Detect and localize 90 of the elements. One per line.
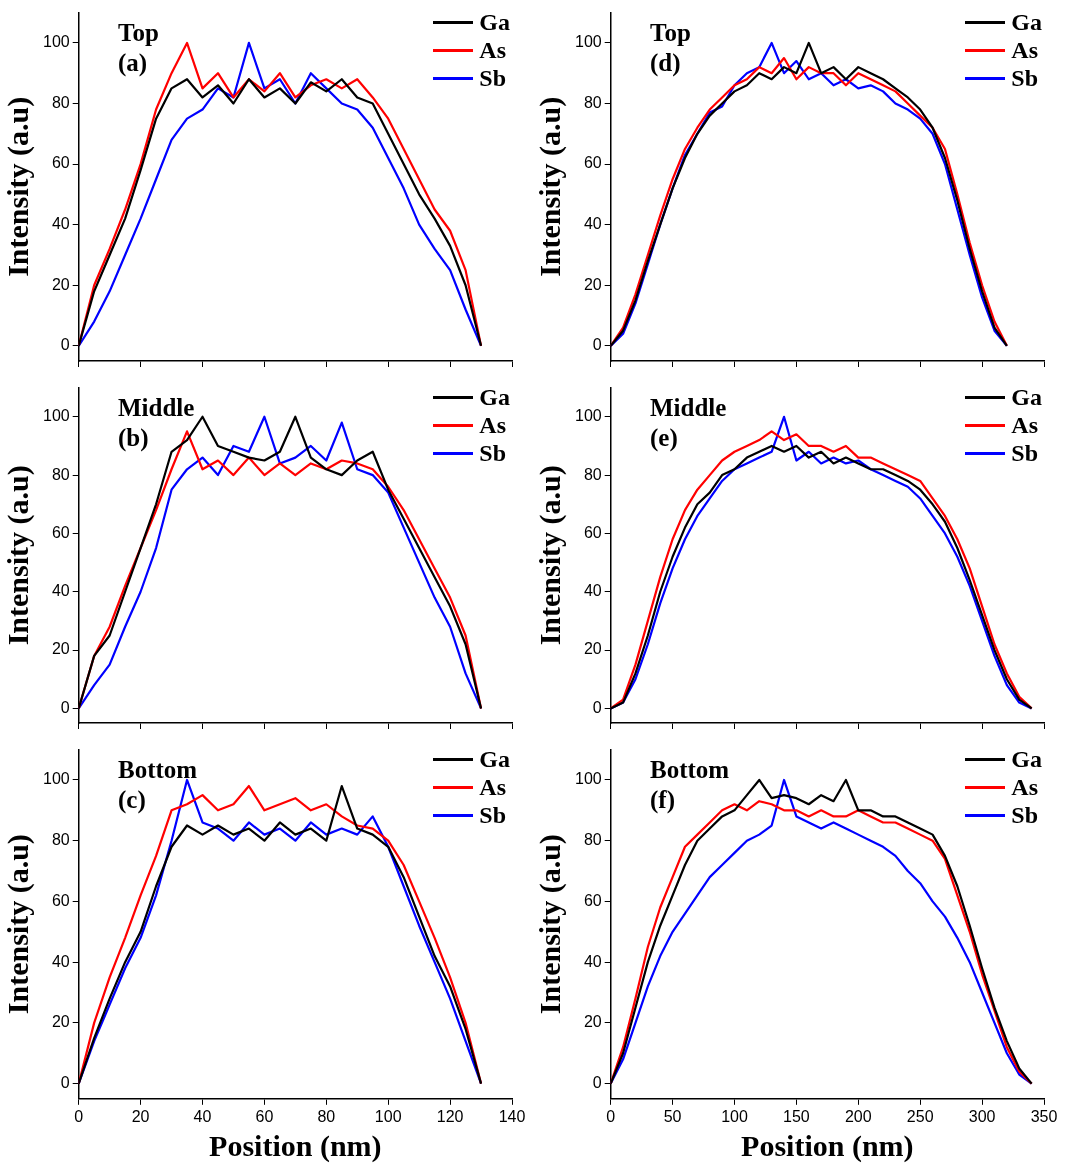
y-tick-label: 80 (583, 831, 602, 849)
y-tick-label: 60 (583, 154, 602, 172)
y-tick-label: 0 (60, 336, 70, 354)
x-tick-label: 0 (606, 1107, 616, 1125)
annotation: (e) (650, 423, 679, 453)
y-tick-label: 20 (583, 640, 602, 658)
x-tick-label: 150 (783, 1107, 810, 1125)
y-tick-label: 60 (583, 523, 602, 541)
y-tick-label: 100 (42, 407, 70, 425)
y-tick-label: 20 (583, 1013, 602, 1031)
annotation: (f) (650, 785, 676, 815)
x-tick-label: 120 (436, 1107, 464, 1125)
y-tick-label: 40 (51, 952, 70, 970)
legend-label: Sb (479, 64, 507, 92)
y-tick-label: 60 (51, 154, 70, 172)
x-tick-label: 40 (193, 1107, 212, 1125)
y-axis-title: Intensity (a.u) (0, 465, 35, 646)
y-tick-label: 40 (583, 952, 602, 970)
annotation: Middle (650, 393, 727, 423)
y-tick-label: 60 (51, 891, 70, 909)
y-tick-label: 0 (592, 698, 602, 716)
annotation: Top (118, 18, 159, 48)
y-tick-label: 80 (51, 831, 70, 849)
y-tick-label: 20 (51, 640, 70, 658)
legend-label: Sb (1011, 801, 1039, 829)
legend-label: Sb (479, 801, 507, 829)
legend-label: Ga (1011, 383, 1042, 411)
legend-label: As (1011, 411, 1038, 439)
y-tick-label: 60 (51, 523, 70, 541)
y-tick-label: 100 (42, 33, 70, 51)
y-tick-label: 0 (592, 1074, 602, 1092)
y-tick-label: 40 (51, 582, 70, 600)
y-tick-label: 80 (583, 93, 602, 111)
legend-label: Ga (479, 383, 510, 411)
legend-label: Ga (479, 8, 510, 36)
x-tick-label: 250 (906, 1107, 934, 1125)
x-tick-label: 100 (721, 1107, 748, 1125)
legend-label: As (479, 411, 506, 439)
y-axis-title: Intensity (a.u) (0, 834, 35, 1015)
x-tick-label: 300 (968, 1107, 996, 1125)
x-tick-label: 200 (844, 1107, 872, 1125)
legend-label: As (479, 773, 506, 801)
y-tick-label: 0 (592, 336, 602, 354)
y-tick-label: 100 (574, 407, 602, 425)
legend-label: Ga (1011, 745, 1042, 773)
annotation: (d) (650, 48, 682, 78)
y-tick-label: 100 (42, 770, 70, 788)
x-tick-label: 50 (663, 1107, 682, 1125)
legend-label: Ga (479, 745, 510, 773)
legend-label: Sb (479, 439, 507, 467)
legend-label: As (1011, 36, 1038, 64)
y-axis-title: Intensity (a.u) (532, 96, 567, 277)
annotation: (c) (118, 785, 147, 815)
y-tick-label: 20 (51, 1013, 70, 1031)
legend-label: As (479, 36, 506, 64)
y-axis-title: Intensity (a.u) (0, 96, 35, 277)
y-tick-label: 40 (51, 215, 70, 233)
y-tick-label: 0 (60, 1074, 70, 1092)
y-axis-title: Intensity (a.u) (532, 834, 567, 1015)
x-tick-label: 350 (1030, 1107, 1058, 1125)
x-tick-label: 140 (498, 1107, 526, 1125)
legend-label: As (1011, 773, 1038, 801)
y-tick-label: 80 (583, 465, 602, 483)
legend-label: Sb (1011, 64, 1039, 92)
y-axis-title: Intensity (a.u) (532, 465, 567, 646)
annotation: Top (650, 18, 691, 48)
annotation: (b) (118, 423, 150, 453)
x-axis-title: Position (nm) (209, 1128, 382, 1163)
y-tick-label: 100 (574, 33, 602, 51)
y-tick-label: 20 (51, 275, 70, 293)
legend-label: Sb (1011, 439, 1039, 467)
x-tick-label: 80 (317, 1107, 336, 1125)
y-tick-label: 40 (583, 582, 602, 600)
y-tick-label: 60 (583, 891, 602, 909)
y-tick-label: 80 (51, 93, 70, 111)
y-tick-label: 80 (51, 465, 70, 483)
annotation: Bottom (118, 755, 198, 785)
x-tick-label: 60 (255, 1107, 274, 1125)
x-tick-label: 0 (74, 1107, 84, 1125)
y-tick-label: 0 (60, 698, 70, 716)
annotation: Bottom (650, 755, 730, 785)
legend-label: Ga (1011, 8, 1042, 36)
annotation: Middle (118, 393, 195, 423)
x-tick-label: 100 (374, 1107, 402, 1125)
x-axis-title: Position (nm) (741, 1128, 914, 1163)
annotation: (a) (118, 48, 149, 78)
x-tick-label: 20 (131, 1107, 150, 1125)
y-tick-label: 100 (574, 770, 602, 788)
y-tick-label: 20 (583, 275, 602, 293)
y-tick-label: 40 (583, 215, 602, 233)
